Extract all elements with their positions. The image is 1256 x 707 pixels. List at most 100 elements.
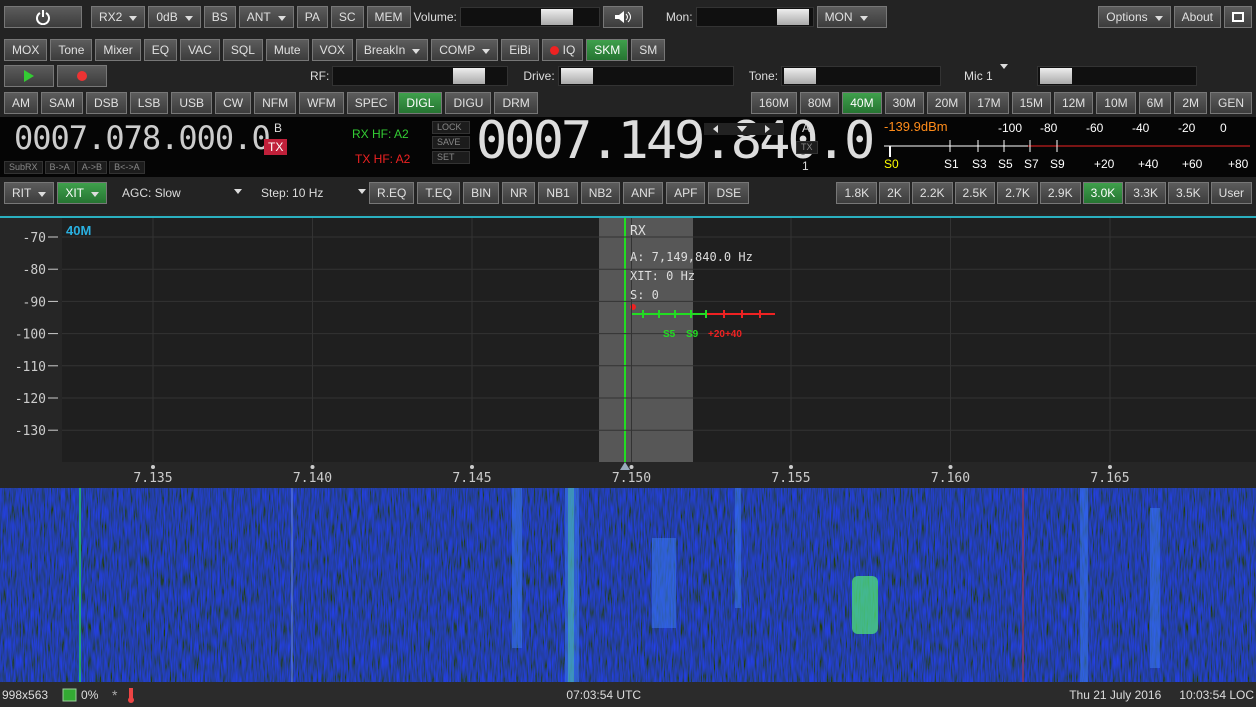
xit-button[interactable]: XIT: [57, 182, 107, 204]
button[interactable]: 17M: [969, 92, 1008, 114]
button[interactable]: 2M: [1174, 92, 1207, 114]
button[interactable]: COMP: [431, 39, 498, 61]
window-button[interactable]: [1224, 6, 1252, 28]
button[interactable]: 3.3K: [1125, 182, 1166, 204]
button[interactable]: 3.5K: [1168, 182, 1209, 204]
rx-label: RX: [630, 224, 646, 239]
button[interactable]: SPEC: [347, 92, 396, 114]
record-button[interactable]: [57, 65, 107, 87]
button[interactable]: 2.2K: [912, 182, 953, 204]
button[interactable]: 10M: [1096, 92, 1135, 114]
rx2-button[interactable]: RX2: [91, 6, 145, 28]
button[interactable]: AM: [4, 92, 38, 114]
rx-info: A: 7,149,840.0 Hz: [630, 250, 753, 264]
tone-label: Tone:: [749, 69, 778, 83]
button[interactable]: 2.9K: [1040, 182, 1081, 204]
waterfall[interactable]: [0, 488, 1256, 682]
attenuation-button[interactable]: 0dB: [148, 6, 200, 28]
y-label: -130: [15, 424, 46, 439]
meter-reading: -139.9dBm: [884, 119, 948, 134]
button[interactable]: GEN: [1210, 92, 1252, 114]
rx-hf-label: RX HF: A2: [352, 127, 409, 141]
x-label: 7.140: [293, 471, 332, 486]
button[interactable]: 30M: [885, 92, 924, 114]
rit-button[interactable]: RIT: [4, 182, 54, 204]
volume-slider[interactable]: [460, 7, 600, 27]
button[interactable]: A->B: [77, 161, 107, 174]
button[interactable]: VOX: [312, 39, 353, 61]
button[interactable]: Mixer: [95, 39, 140, 61]
button[interactable]: ANF: [623, 182, 663, 204]
about-button[interactable]: About: [1174, 6, 1221, 28]
ant-button[interactable]: ANT: [239, 6, 294, 28]
rf-slider[interactable]: [332, 66, 508, 86]
button[interactable]: T.EQ: [417, 182, 460, 204]
button[interactable]: VAC: [180, 39, 220, 61]
vfo-a-arrows[interactable]: [704, 123, 784, 135]
button[interactable]: BreakIn: [356, 39, 428, 61]
button[interactable]: B->A: [45, 161, 75, 174]
button[interactable]: EiBi: [501, 39, 538, 61]
bs-button[interactable]: BS: [204, 6, 236, 28]
mem-button[interactable]: MEM: [367, 6, 411, 28]
button[interactable]: NR: [502, 182, 535, 204]
button[interactable]: DSE: [708, 182, 749, 204]
mon-button[interactable]: MON: [817, 6, 887, 28]
button[interactable]: 2.7K: [997, 182, 1038, 204]
button[interactable]: 1.8K: [836, 182, 877, 204]
button[interactable]: MOX: [4, 39, 47, 61]
vfo-a-rx: 1: [802, 159, 809, 173]
button[interactable]: Tone: [50, 39, 92, 61]
button[interactable]: LOCK: [432, 121, 470, 134]
button[interactable]: Mute: [266, 39, 309, 61]
button[interactable]: SAM: [41, 92, 83, 114]
button[interactable]: B<->A: [109, 161, 145, 174]
mic-select[interactable]: Mic 1: [964, 69, 1034, 83]
pa-button[interactable]: PA: [297, 6, 328, 28]
button[interactable]: USB: [171, 92, 212, 114]
step-select[interactable]: 10 Hz: [292, 186, 366, 200]
button[interactable]: 20M: [927, 92, 966, 114]
tx-hf-label: TX HF: A2: [355, 152, 410, 166]
button[interactable]: 2K: [879, 182, 910, 204]
button[interactable]: 12M: [1054, 92, 1093, 114]
agc-select[interactable]: AGC: Slow: [122, 186, 242, 200]
button[interactable]: SET: [432, 151, 470, 164]
button[interactable]: 15M: [1012, 92, 1051, 114]
button[interactable]: CW: [215, 92, 251, 114]
mon-slider[interactable]: [696, 7, 814, 27]
button[interactable]: NB1: [538, 182, 577, 204]
button[interactable]: NFM: [254, 92, 296, 114]
button[interactable]: SKM: [586, 39, 628, 61]
play-button[interactable]: [4, 65, 54, 87]
speaker-button[interactable]: [603, 6, 643, 28]
button[interactable]: NB2: [581, 182, 620, 204]
button[interactable]: WFM: [299, 92, 344, 114]
button[interactable]: 3.0K: [1083, 182, 1124, 204]
button[interactable]: IQ: [542, 39, 584, 61]
smeter-label: S5: [663, 329, 676, 340]
options-button[interactable]: Options: [1098, 6, 1170, 28]
button[interactable]: R.EQ: [369, 182, 414, 204]
button[interactable]: SM: [631, 39, 665, 61]
button[interactable]: DSB: [86, 92, 127, 114]
tone-slider[interactable]: [781, 66, 941, 86]
button[interactable]: DIGL: [398, 92, 442, 114]
power-button[interactable]: [4, 6, 82, 28]
button[interactable]: EQ: [144, 39, 177, 61]
vfo-a-tx: TX: [796, 141, 818, 154]
button[interactable]: SubRX: [4, 161, 43, 174]
button[interactable]: 2.5K: [955, 182, 996, 204]
button[interactable]: LSB: [130, 92, 169, 114]
button[interactable]: 6M: [1139, 92, 1172, 114]
mic-slider[interactable]: [1037, 66, 1197, 86]
button[interactable]: SAVE: [432, 136, 470, 149]
sc-button[interactable]: SC: [331, 6, 364, 28]
button[interactable]: BIN: [463, 182, 499, 204]
drive-slider[interactable]: [558, 66, 734, 86]
button[interactable]: SQL: [223, 39, 263, 61]
button[interactable]: User: [1211, 182, 1252, 204]
utc-time: 07:03:54 UTC: [566, 688, 641, 702]
button[interactable]: APF: [666, 182, 705, 204]
